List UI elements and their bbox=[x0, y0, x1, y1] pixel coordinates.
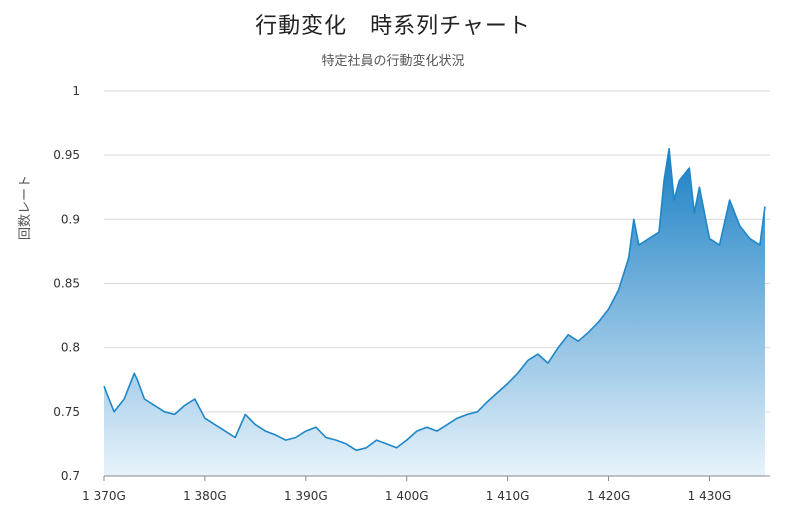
axes: 0.7 0.75 0.8 0.85 0.9 0.95 1 1 370G 1 380G 1 390G… bbox=[53, 84, 770, 503]
y-tick-label: 0.9 bbox=[61, 212, 80, 226]
x-tick-label: 1 420G bbox=[587, 489, 631, 503]
x-tick-label: 1 410G bbox=[486, 489, 530, 503]
x-tick-label: 1 400G bbox=[385, 489, 429, 503]
y-tick-label: 0.95 bbox=[53, 148, 80, 162]
chart-title: 行動変化 時系列チャート bbox=[255, 14, 531, 39]
y-tick-label: 0.75 bbox=[53, 405, 80, 419]
y-tick-label: 0.85 bbox=[53, 277, 80, 291]
x-tick-label: 1 380G bbox=[183, 489, 227, 503]
x-tick-label: 1 390G bbox=[284, 489, 328, 503]
y-tick-label: 1 bbox=[72, 84, 80, 98]
area-fill bbox=[104, 148, 765, 477]
x-tick-label: 1 430G bbox=[688, 489, 732, 503]
y-tick-label: 0.8 bbox=[61, 341, 80, 355]
y-tick-label: 0.7 bbox=[61, 469, 80, 483]
x-tick-label: 1 370G bbox=[82, 489, 126, 503]
series-line bbox=[103, 148, 766, 452]
chart-subtitle: 特定社員の行動変化状況 bbox=[321, 54, 465, 69]
